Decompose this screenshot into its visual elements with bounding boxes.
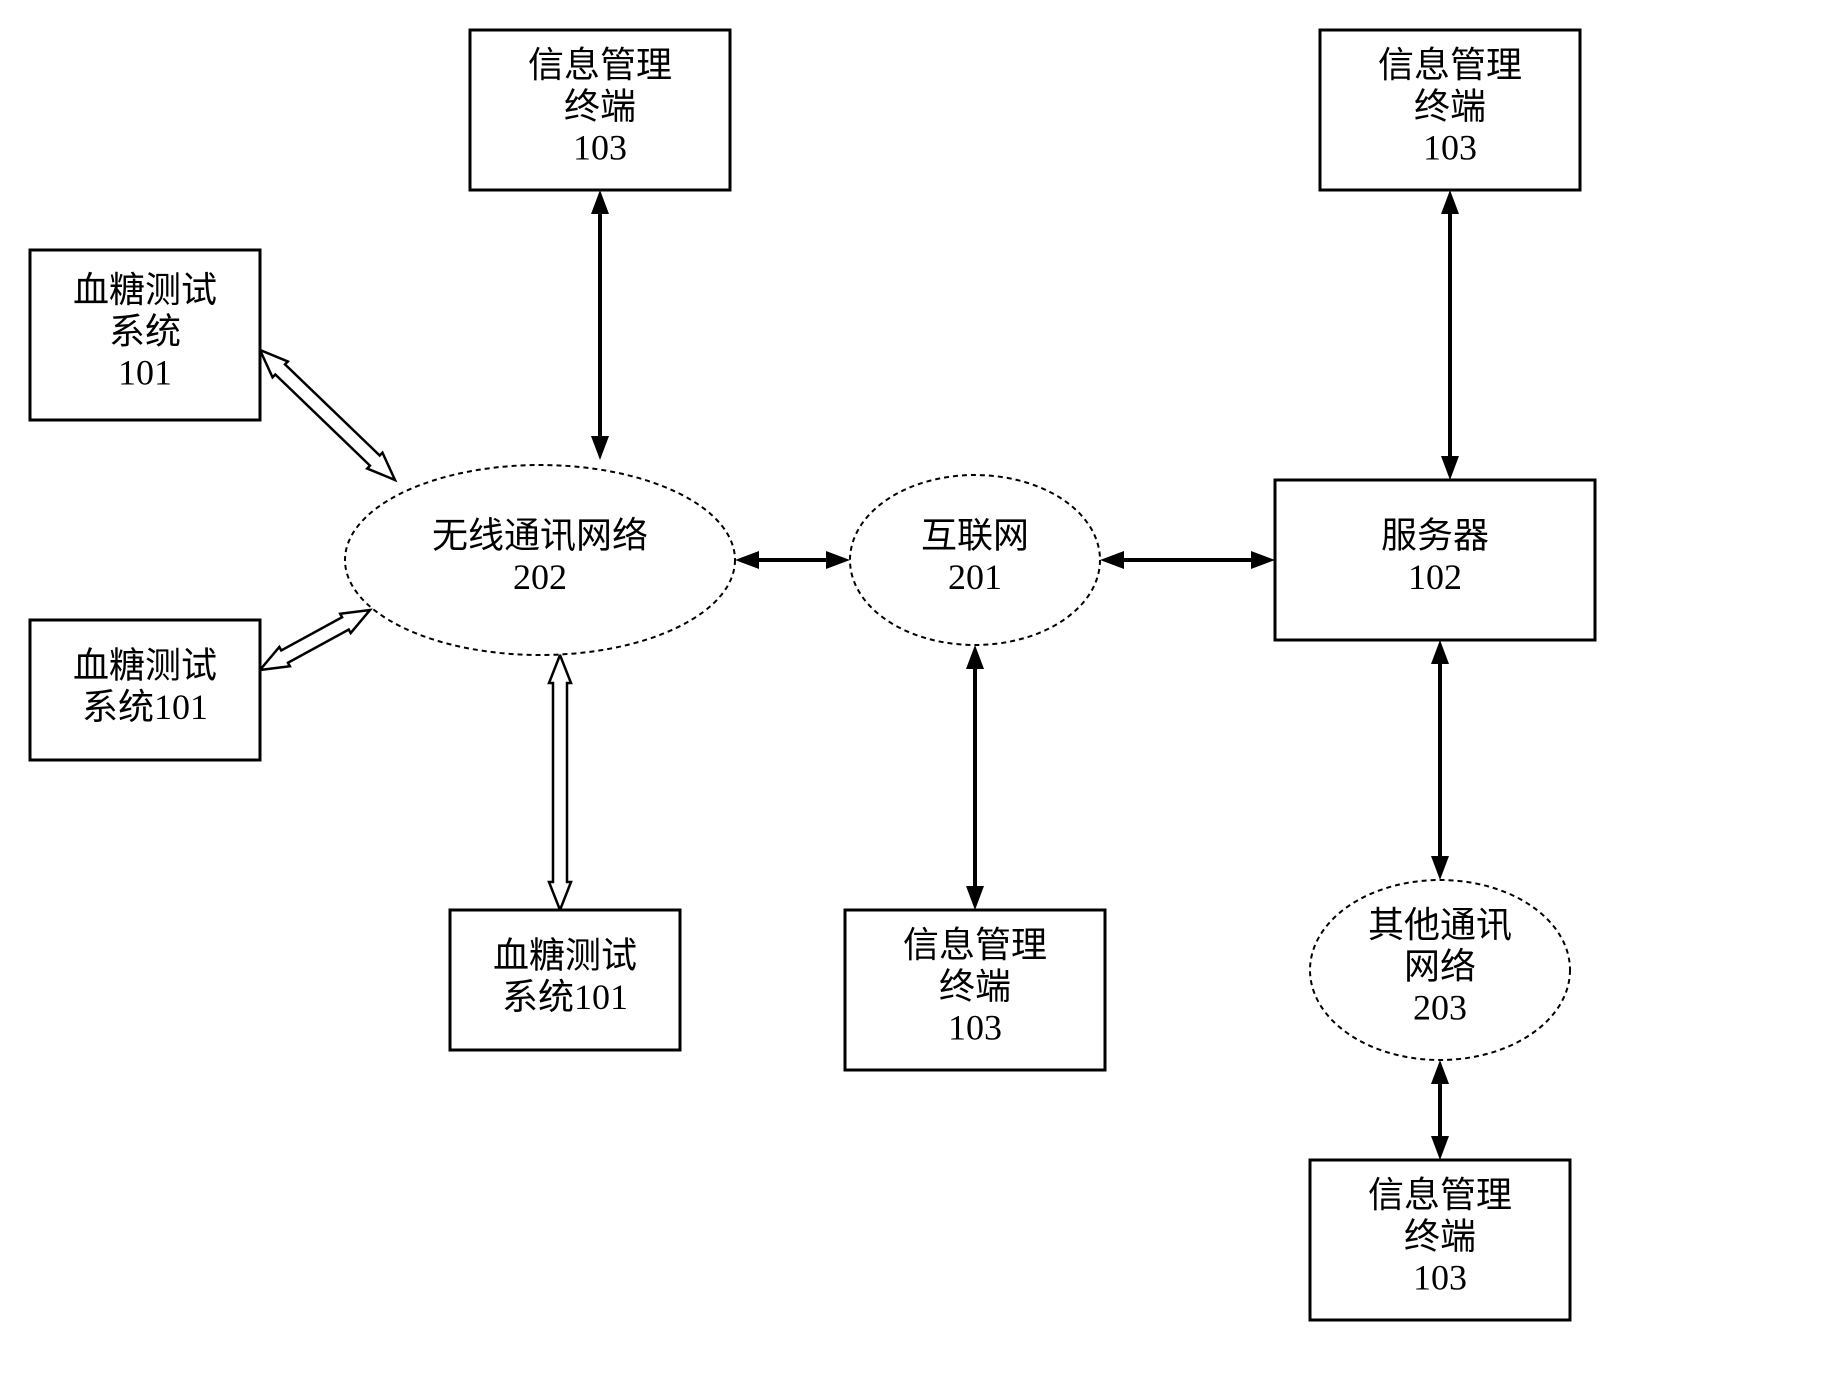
node-glucose_3-label-1: 系统101 — [502, 977, 628, 1017]
node-other_net-label-0: 其他通讯 — [1368, 905, 1512, 945]
node-wireless-label-1: 202 — [513, 557, 567, 597]
node-mgmt_top_right-label-2: 103 — [1423, 128, 1477, 168]
node-mgmt_top_left-label-1: 终端 — [564, 86, 636, 126]
node-internet-label-1: 201 — [948, 557, 1002, 597]
node-glucose_1-label-1: 系统 — [109, 311, 181, 351]
node-glucose_3-label-0: 血糖测试 — [493, 936, 637, 976]
node-mgmt_bottom_mid-label-2: 103 — [948, 1008, 1002, 1048]
node-mgmt_top_left: 信息管理终端103 — [470, 30, 730, 190]
node-mgmt_bottom_right-label-1: 终端 — [1404, 1216, 1476, 1256]
node-mgmt_bottom_right: 信息管理终端103 — [1310, 1160, 1570, 1320]
node-other_net-label-2: 203 — [1413, 988, 1467, 1028]
node-mgmt_top_right: 信息管理终端103 — [1320, 30, 1580, 190]
node-mgmt_bottom_mid-label-0: 信息管理 — [903, 925, 1047, 965]
node-internet: 互联网201 — [850, 475, 1100, 645]
node-other_net: 其他通讯网络203 — [1310, 880, 1570, 1060]
node-server-label-1: 102 — [1408, 557, 1462, 597]
node-internet-label-0: 互联网 — [921, 516, 1029, 556]
node-other_net-label-1: 网络 — [1404, 946, 1476, 986]
node-server-label-0: 服务器 — [1381, 516, 1489, 556]
node-glucose_2-label-1: 系统101 — [82, 687, 208, 727]
node-mgmt_top_left-label-0: 信息管理 — [528, 45, 672, 85]
node-glucose_2: 血糖测试系统101 — [30, 620, 260, 760]
node-mgmt_bottom_mid-label-1: 终端 — [939, 966, 1011, 1006]
node-mgmt_bottom_right-label-0: 信息管理 — [1368, 1175, 1512, 1215]
node-mgmt_bottom_mid: 信息管理终端103 — [845, 910, 1105, 1070]
node-mgmt_top_right-label-1: 终端 — [1414, 86, 1486, 126]
node-mgmt_top_left-label-2: 103 — [573, 128, 627, 168]
node-wireless-label-0: 无线通讯网络 — [432, 516, 648, 556]
node-glucose_2-label-0: 血糖测试 — [73, 646, 217, 686]
node-mgmt_bottom_right-label-2: 103 — [1413, 1258, 1467, 1298]
node-glucose_1-label-2: 101 — [118, 353, 172, 393]
nodes-layer: 信息管理终端103信息管理终端103血糖测试系统101血糖测试系统101血糖测试… — [30, 30, 1595, 1320]
node-server: 服务器102 — [1275, 480, 1595, 640]
node-mgmt_top_right-label-0: 信息管理 — [1378, 45, 1522, 85]
node-wireless: 无线通讯网络202 — [345, 465, 735, 655]
node-glucose_3: 血糖测试系统101 — [450, 910, 680, 1050]
node-glucose_1: 血糖测试系统101 — [30, 250, 260, 420]
node-glucose_1-label-0: 血糖测试 — [73, 270, 217, 310]
diagram-canvas: 信息管理终端103信息管理终端103血糖测试系统101血糖测试系统101血糖测试… — [0, 0, 1838, 1400]
